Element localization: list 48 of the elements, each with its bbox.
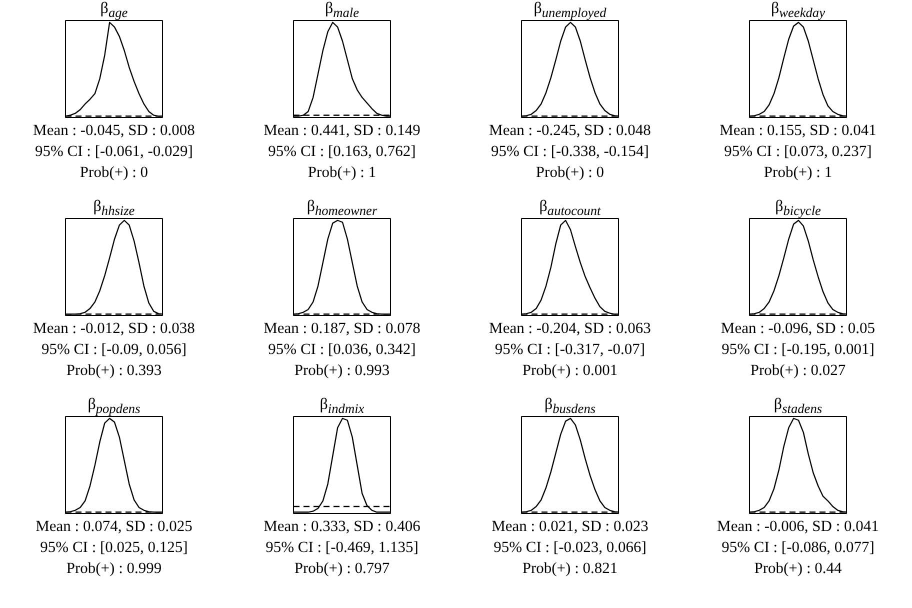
- text: 95% CI : [-0.061, -0.029]: [34, 143, 193, 160]
- text: 95% CI : [-0.023, 0.066]: [494, 539, 646, 556]
- text: Mean : -0.204, SD : 0.063: [489, 320, 651, 337]
- text: 95% CI : [-0.338, -0.154]: [490, 143, 649, 160]
- chart-title: β$_{hhsize}$: [93, 198, 135, 220]
- text: Prob(+) : 1: [764, 164, 832, 181]
- text: Mean : -0.012, SD : 0.038: [33, 320, 195, 337]
- text: Mean : 0.187, SD : 0.078: [264, 320, 420, 337]
- chart-title: β$_{autocount}$: [539, 198, 601, 220]
- text: Prob(+) : 0.993: [294, 362, 390, 379]
- text: Mean : -0.006, SD : 0.041: [717, 518, 879, 535]
- chart-title: β$_{unemployed}$: [534, 0, 606, 22]
- text: 95% CI : [0.073, 0.237]: [724, 143, 872, 160]
- text: Mean : 0.074, SD : 0.025: [36, 518, 192, 535]
- text: Mean : 0.155, SD : 0.041: [720, 122, 876, 139]
- text: Prob(+) : 0: [536, 164, 604, 181]
- text: 95% CI : [-0.469, 1.135]: [266, 539, 418, 556]
- text: Prob(+) : 0.027: [750, 362, 846, 379]
- chart-title: β$_{age}$: [100, 0, 128, 22]
- text: Mean : -0.045, SD : 0.008: [33, 122, 195, 139]
- chart-title: β$_{male}$: [324, 0, 360, 22]
- chart-title: β$_{stadens}$: [774, 396, 822, 418]
- text: 95% CI : [0.036, 0.342]: [268, 341, 416, 358]
- text: Prob(+) : 0.393: [66, 362, 162, 379]
- chart-title: β$_{popdens}$: [88, 396, 140, 418]
- chart-title: β$_{bicycle}$: [775, 198, 821, 220]
- text: Mean : 0.333, SD : 0.406: [264, 518, 420, 535]
- text: 95% CI : [-0.086, 0.077]: [722, 539, 874, 556]
- text: Prob(+) : 0.44: [754, 560, 842, 577]
- text: Prob(+) : 0: [80, 164, 148, 181]
- chart-title: β$_{indmix}$: [320, 396, 364, 418]
- text: Prob(+) : 0.821: [522, 560, 618, 577]
- chart-title: β$_{busdens}$: [544, 396, 596, 418]
- text: Mean : -0.096, SD : 0.05: [720, 320, 876, 337]
- text: Mean : 0.021, SD : 0.023: [492, 518, 648, 535]
- text: Prob(+) : 1: [308, 164, 376, 181]
- chart-title: β$_{homeowner}$: [306, 198, 378, 220]
- text: 95% CI : [-0.195, 0.001]: [722, 341, 874, 358]
- text: Prob(+) : 0.999: [66, 560, 162, 577]
- chart-title: β$_{weekday}$: [770, 0, 826, 22]
- text: Prob(+) : 0.797: [294, 560, 390, 577]
- text: 95% CI : [-0.317, -0.07]: [494, 341, 646, 358]
- text: 95% CI : [-0.09, 0.056]: [41, 341, 187, 358]
- text: 95% CI : [0.163, 0.762]: [268, 143, 416, 160]
- text: 95% CI : [0.025, 0.125]: [40, 539, 188, 556]
- text: Mean : 0.441, SD : 0.149: [264, 122, 420, 139]
- text: Prob(+) : 0.001: [522, 362, 618, 379]
- text: Mean : -0.245, SD : 0.048: [489, 122, 651, 139]
